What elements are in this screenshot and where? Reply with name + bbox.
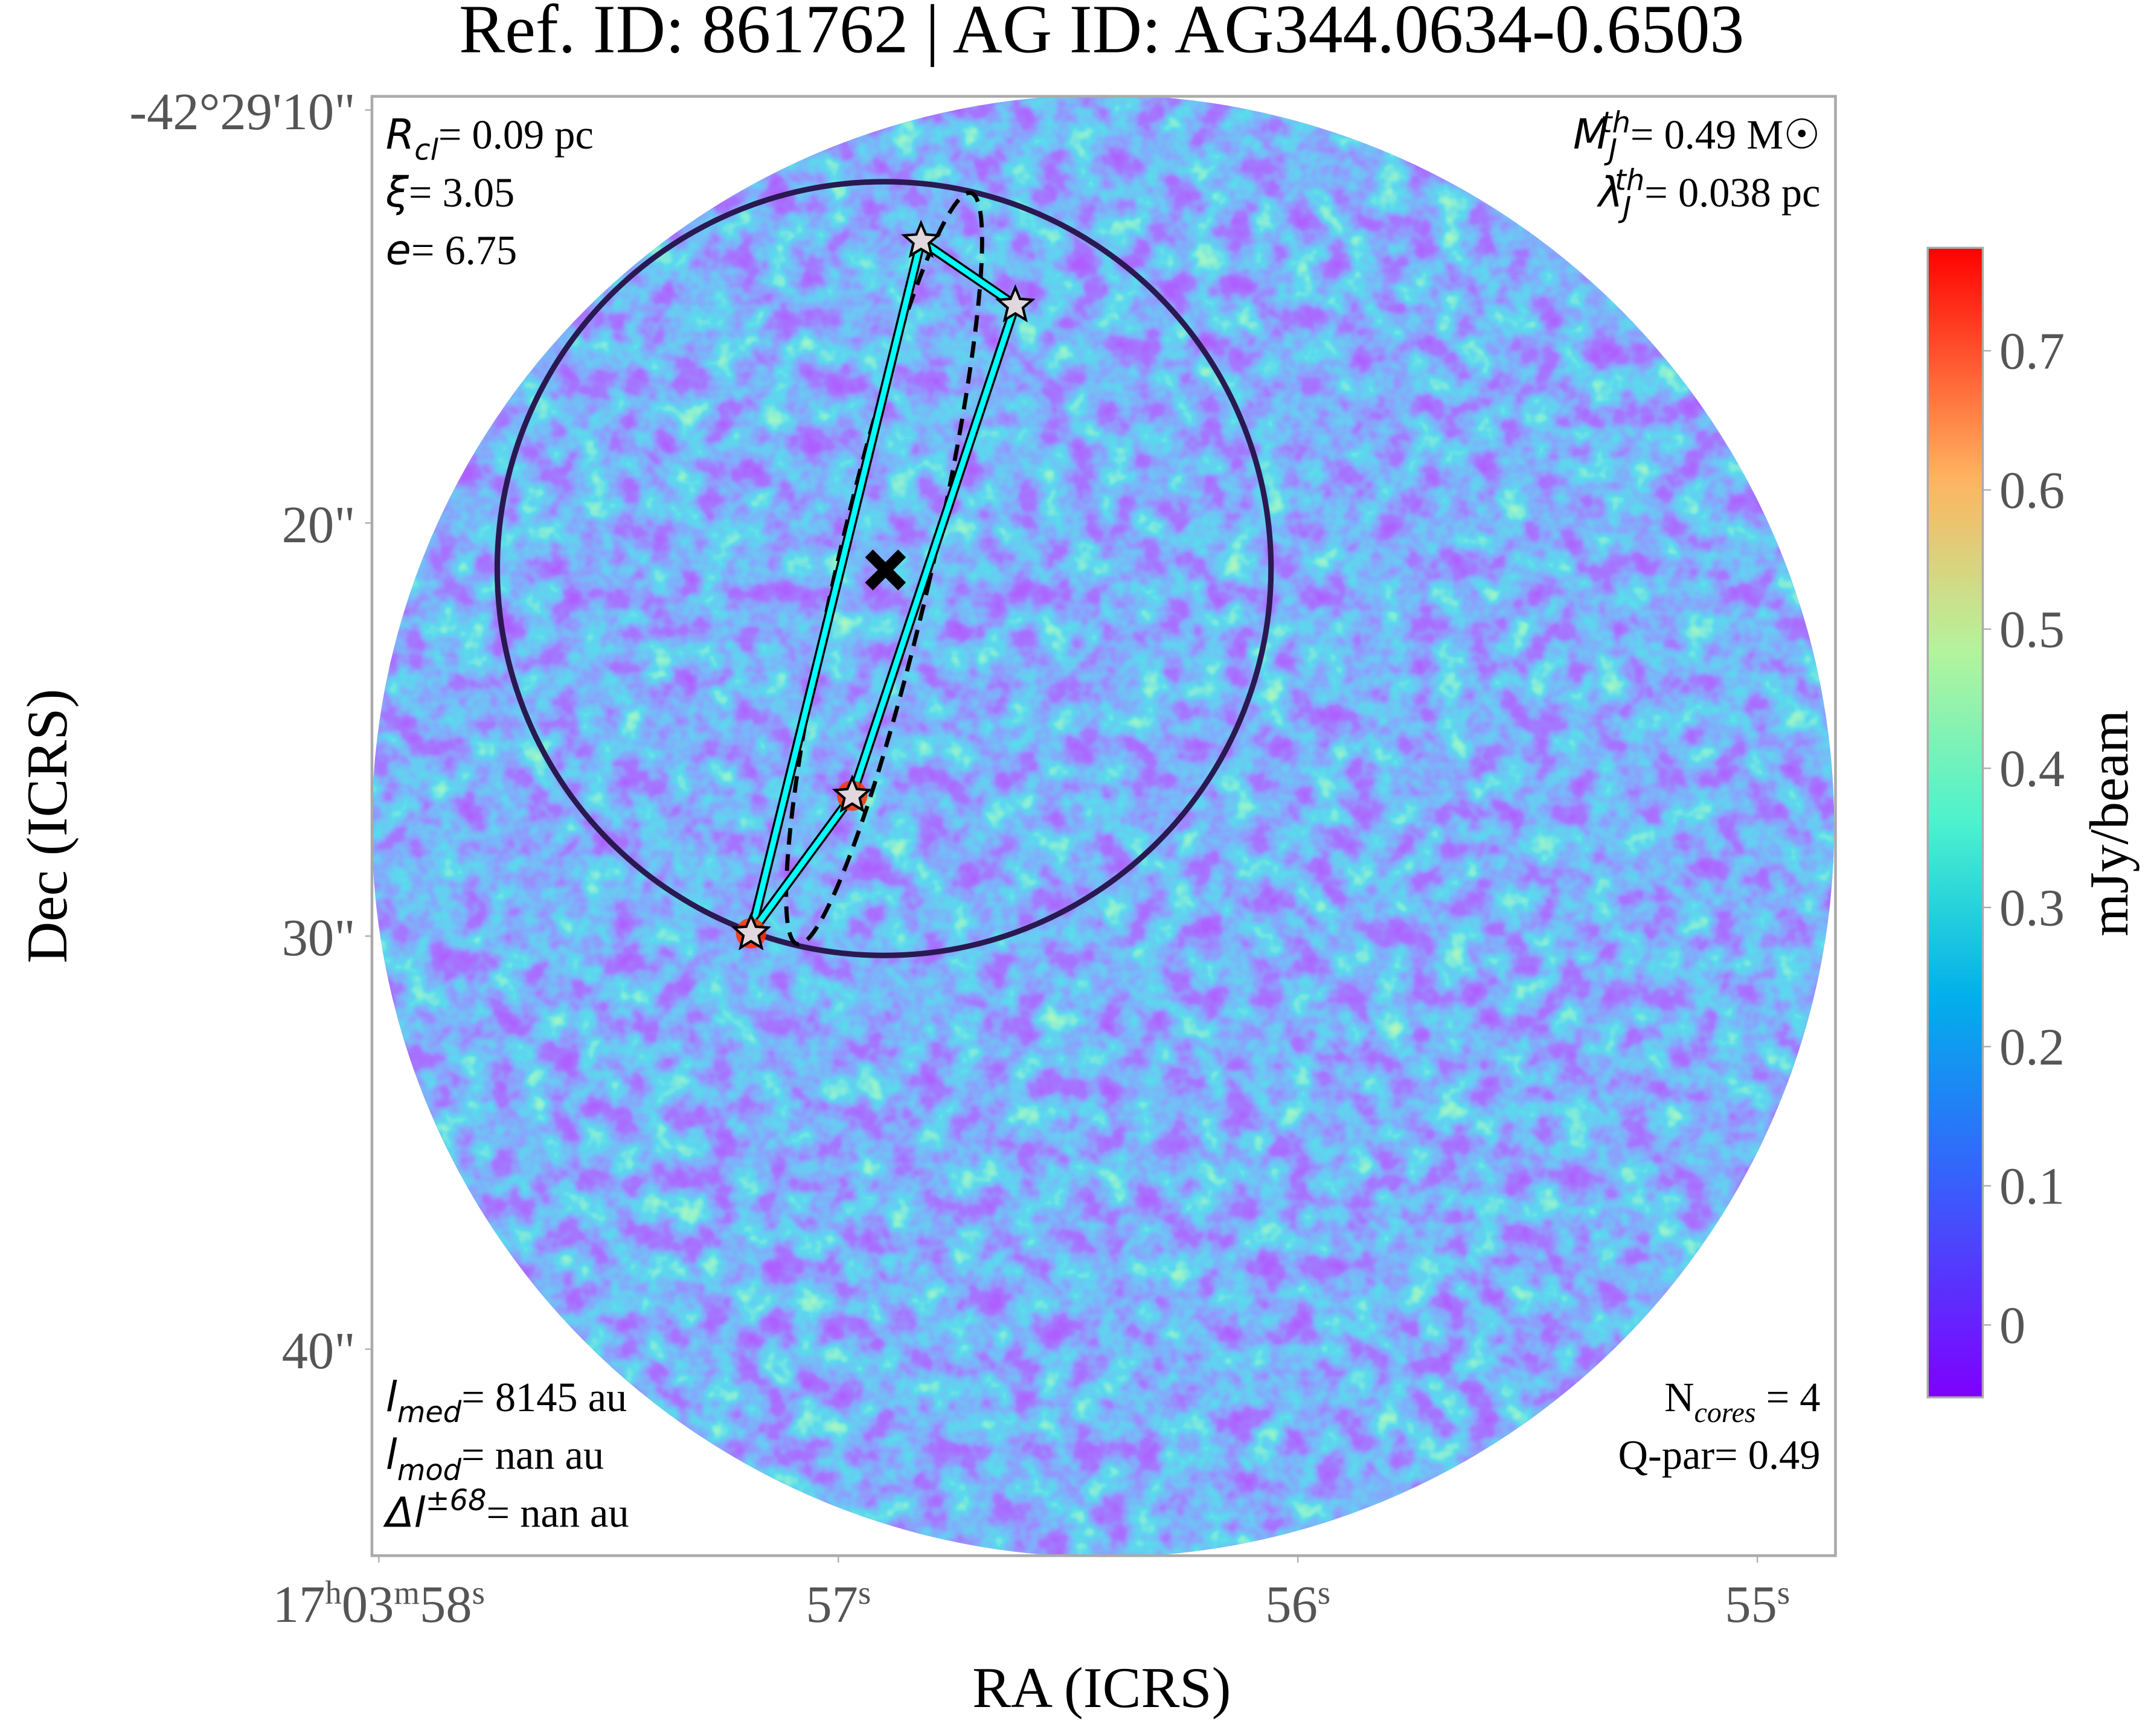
- colorbar-tick-label: 0: [1999, 1296, 2025, 1354]
- annotation-part: = 8145 au: [461, 1374, 627, 1420]
- y-tick-label: 20": [282, 496, 356, 554]
- annotation-part: ξ: [385, 169, 409, 217]
- colorbar: [1926, 246, 1984, 1398]
- annotation-part: l: [386, 1432, 397, 1479]
- annotation: e= 6.75: [386, 227, 517, 275]
- annotation-part: = 3.05: [409, 170, 515, 216]
- colorbar-tick-label: 0.1: [1999, 1157, 2065, 1215]
- core: [832, 774, 873, 813]
- annotation-part: N: [1664, 1374, 1694, 1420]
- colorbar-tick-label: 0.7: [1999, 322, 2065, 380]
- colorbar-tick-label: 0.3: [1999, 879, 2065, 937]
- annotation-part: th: [1601, 106, 1630, 139]
- colorbar-tick-label: 0.2: [1999, 1018, 2065, 1076]
- annotation-part: λ: [1597, 169, 1623, 217]
- annotation-part: = 0.49 M☉: [1630, 112, 1820, 158]
- core: [995, 284, 1036, 322]
- colorbar-tick-label: 0.4: [1999, 740, 2065, 798]
- clump-circle: [494, 179, 1274, 958]
- y-tick-label: -42°29'10": [129, 83, 355, 141]
- y-axis-label: Dec (ICRS): [15, 689, 79, 964]
- annotation-part: Δl: [383, 1489, 426, 1537]
- colorbar-label: mJy/beam: [2079, 710, 2140, 937]
- x-tick-label: 56s: [1265, 1574, 1330, 1633]
- annotation-part: = nan au: [487, 1490, 629, 1536]
- annotation-part: e: [386, 227, 411, 275]
- y-tick-label: 30": [282, 909, 356, 967]
- edge: [849, 304, 1018, 797]
- annotation: MJth= 0.49 M☉: [1573, 106, 1820, 167]
- x-tick-label: 17h03m58s: [273, 1574, 485, 1633]
- annotation-part: mod: [397, 1454, 462, 1487]
- edge: [749, 793, 854, 935]
- annotation-part: cores: [1694, 1397, 1756, 1429]
- intensity-map: [371, 95, 1835, 1557]
- annotation-part: cl: [414, 133, 438, 167]
- edge: [748, 240, 924, 934]
- annotation-part: = 4: [1756, 1374, 1821, 1420]
- annotation: lmed= 8145 au: [386, 1374, 627, 1429]
- annotation: Ncores = 4: [1664, 1374, 1820, 1429]
- annotation: lmod= nan au: [386, 1432, 604, 1487]
- annotation: λJth= 0.038 pc: [1597, 164, 1820, 225]
- colorbar-tick-label: 0.5: [1999, 601, 2065, 659]
- annotation: Q-par= 0.49: [1618, 1432, 1821, 1478]
- core: [731, 912, 771, 950]
- annotation: ξ= 3.05: [385, 169, 515, 217]
- x-tick-label: 57s: [806, 1574, 871, 1633]
- annotation-part: Q-par= 0.49: [1618, 1432, 1821, 1478]
- annotation-part: l: [386, 1374, 397, 1421]
- annotation-part: = 0.09 pc: [438, 112, 594, 158]
- annotation-part: R: [386, 111, 415, 159]
- y-tick-label: 40": [282, 1322, 356, 1380]
- annotation-part: th: [1615, 164, 1644, 197]
- core: [901, 220, 941, 258]
- annotation-part: med: [397, 1396, 462, 1429]
- edge: [919, 239, 1017, 308]
- chart-title: Ref. ID: 861762 | AG ID: AG344.0634-0.65…: [459, 0, 1744, 68]
- x-axis-label: RA (ICRS): [972, 1656, 1231, 1720]
- x-tick-label: 55s: [1725, 1574, 1790, 1633]
- frame: [370, 95, 1837, 1557]
- annotation-part: M: [1573, 111, 1609, 159]
- center-cross: [865, 549, 906, 591]
- annotation: Rcl= 0.09 pc: [386, 111, 594, 167]
- colorbar-tick-label: 0.6: [1999, 461, 2065, 519]
- annotation: Δl±68= nan au: [383, 1484, 629, 1537]
- annotation-part: = nan au: [461, 1432, 604, 1478]
- annotation-part: = 0.038 pc: [1644, 170, 1820, 216]
- annotation-part: ±68: [426, 1484, 487, 1517]
- annotation-part: = 6.75: [411, 228, 517, 274]
